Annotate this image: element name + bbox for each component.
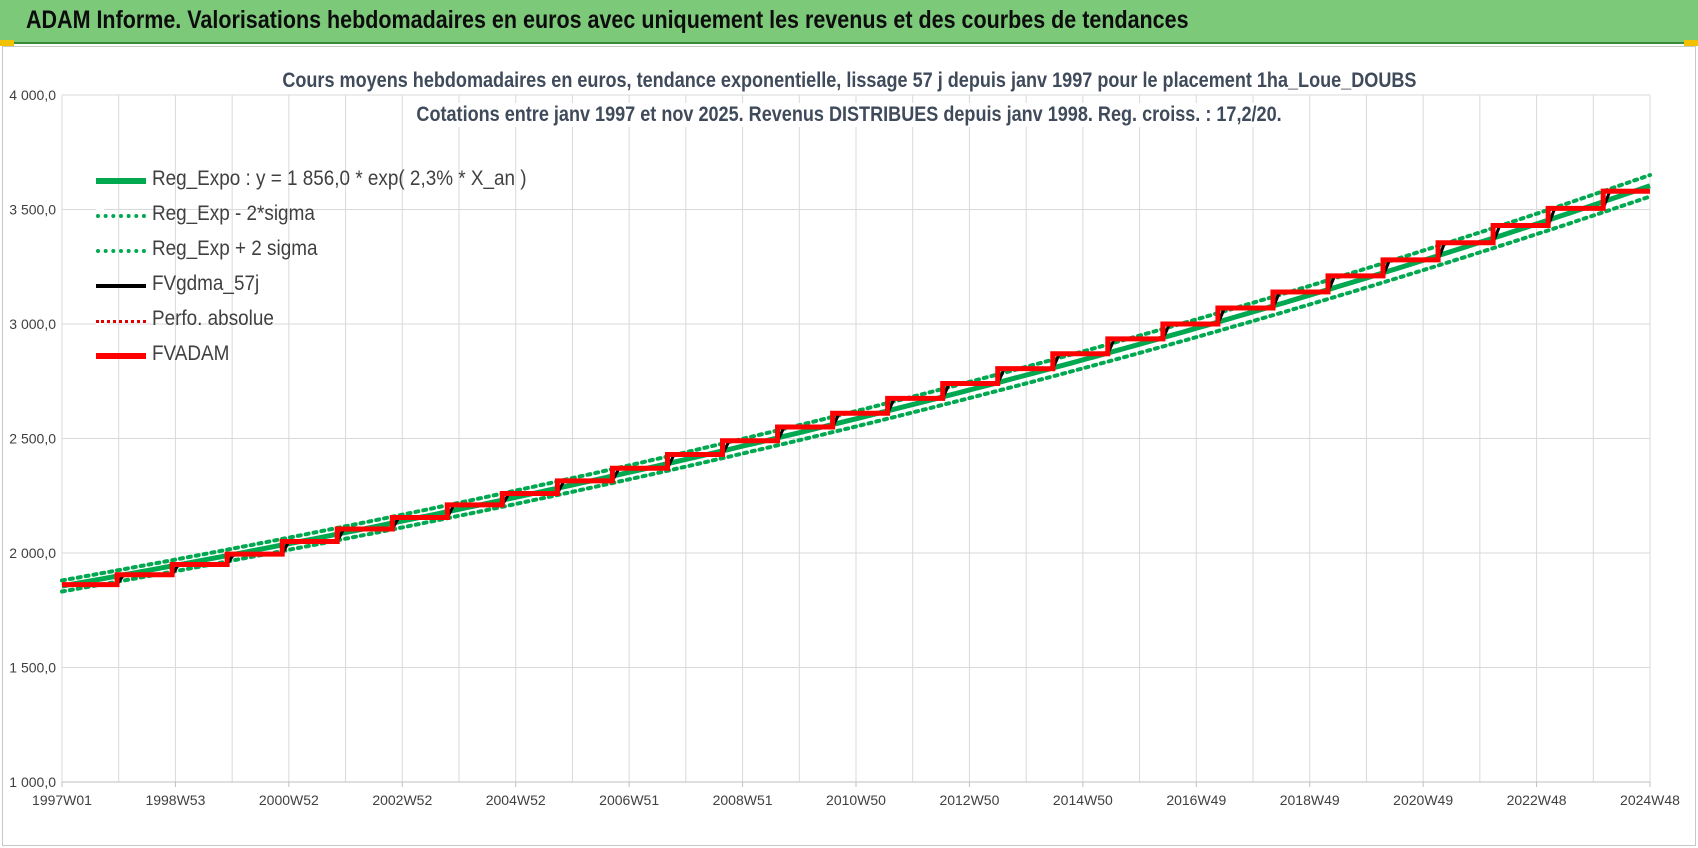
x-tick-label: 2010W50	[826, 792, 886, 808]
x-tick-label: 1998W53	[145, 792, 205, 808]
header-bar: ADAM Informe. Valorisations hebdomadaire…	[0, 0, 1698, 44]
y-axis-ticks: 1 000,0 1 500,0 2 000,0 2 500,0 3 000,0 3 500…	[9, 87, 56, 790]
x-tick-label: 2006W51	[599, 792, 659, 808]
y-tick-label: 3 000,0	[9, 316, 56, 332]
chart-frame	[2, 46, 1696, 846]
x-tick-label: 2008W51	[713, 792, 773, 808]
legend-label-fvgdma: FVgdma_57j	[152, 272, 260, 295]
x-axis-ticks: 1997W01 1998W53 2000W52 2002W52 2004W52 2006W…	[32, 782, 1680, 808]
x-tick-label: 2018W49	[1280, 792, 1340, 808]
x-tick-label: 2012W50	[939, 792, 999, 808]
series-lines	[60, 173, 1652, 594]
y-tick-label: 3 500,0	[9, 202, 56, 218]
legend-swatch-fvgdma	[96, 284, 146, 288]
x-tick-label: 2022W48	[1507, 792, 1567, 808]
y-tick-label: 1 500,0	[9, 660, 56, 676]
y-tick-label: 4 000,0	[9, 87, 56, 103]
page-title: ADAM Informe. Valorisations hebdomadaire…	[26, 6, 1189, 34]
legend-label-reg-exp-minus: Reg_Exp - 2*sigma	[152, 202, 315, 225]
legend-label-reg-expo: Reg_Expo : y = 1 856,0 * exp( 2,3% * X_a…	[152, 167, 527, 190]
legend-swatch-reg-exp-minus	[96, 214, 146, 218]
x-tick-label: 2020W49	[1393, 792, 1453, 808]
legend-label-reg-exp-plus: Reg_Exp + 2 sigma	[152, 237, 318, 260]
series-fvadam-line	[61, 188, 1651, 588]
legend-swatch-fvadam	[96, 353, 146, 359]
chart-legend: Reg_Expo : y = 1 856,0 * exp( 2,3% * X_a…	[96, 164, 527, 374]
x-tick-label: 1997W01	[32, 792, 92, 808]
x-tick-label: 2002W52	[372, 792, 432, 808]
legend-label-fvadam: FVADAM	[152, 342, 230, 365]
x-tick-label: 2000W52	[259, 792, 319, 808]
corner-marker-left	[0, 40, 14, 46]
chart-subtitle: Cotations entre janv 1997 et nov 2025. R…	[0, 103, 1698, 127]
series-reg-exp-minus-line	[60, 194, 1652, 594]
x-tick-label: 2014W50	[1053, 792, 1113, 808]
legend-label-perfo: Perfo. absolue	[152, 307, 274, 330]
y-tick-label: 1 000,0	[9, 774, 56, 790]
legend-swatch-reg-expo	[96, 178, 146, 184]
legend-swatch-reg-exp-plus	[96, 249, 146, 253]
corner-marker-right	[1684, 40, 1698, 46]
x-tick-label: 2016W49	[1166, 792, 1226, 808]
y-tick-label: 2 000,0	[9, 545, 56, 561]
chart-title: Cours moyens hebdomadaires en euros, ten…	[0, 69, 1698, 93]
x-tick-label: 2024W48	[1620, 792, 1680, 808]
x-tick-label: 2004W52	[486, 792, 546, 808]
legend-swatch-perfo	[96, 320, 146, 323]
grid-lines	[61, 94, 1651, 783]
y-tick-label: 2 500,0	[9, 431, 56, 447]
